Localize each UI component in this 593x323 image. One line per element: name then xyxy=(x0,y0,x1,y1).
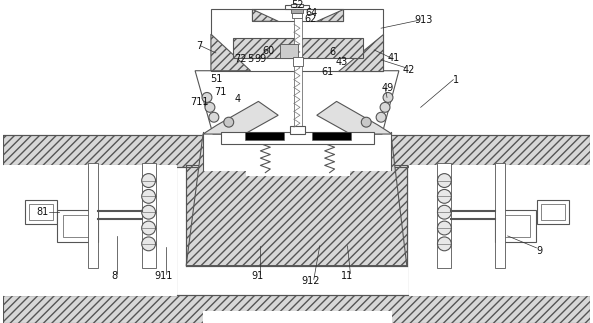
Circle shape xyxy=(142,237,155,251)
Bar xyxy=(294,18,302,132)
Text: 11: 11 xyxy=(342,271,353,280)
Text: 64: 64 xyxy=(306,8,318,18)
Polygon shape xyxy=(195,71,399,134)
Text: 9: 9 xyxy=(536,246,543,256)
Text: 62: 62 xyxy=(305,14,317,24)
Polygon shape xyxy=(211,34,250,71)
Bar xyxy=(495,210,537,242)
Circle shape xyxy=(438,174,451,187)
Circle shape xyxy=(438,190,451,203)
Bar xyxy=(62,215,93,237)
Text: 71: 71 xyxy=(215,87,227,97)
Polygon shape xyxy=(317,101,392,134)
Bar xyxy=(290,126,305,134)
Bar xyxy=(142,163,155,267)
Text: 4: 4 xyxy=(235,94,241,104)
Text: 711: 711 xyxy=(190,98,208,107)
Text: 41: 41 xyxy=(388,53,400,63)
Circle shape xyxy=(383,92,393,102)
Bar xyxy=(203,311,391,323)
Circle shape xyxy=(376,112,386,122)
Circle shape xyxy=(224,117,234,127)
Bar xyxy=(293,57,303,66)
Polygon shape xyxy=(186,165,407,266)
Bar xyxy=(232,38,364,58)
Text: 912: 912 xyxy=(302,276,320,287)
Text: 72: 72 xyxy=(234,54,247,64)
Text: 52: 52 xyxy=(291,0,303,10)
Polygon shape xyxy=(186,134,407,266)
Bar xyxy=(537,200,569,224)
Text: 43: 43 xyxy=(336,57,347,67)
Bar xyxy=(3,295,590,323)
Circle shape xyxy=(142,205,155,219)
Text: 81: 81 xyxy=(37,207,49,217)
Bar xyxy=(409,165,590,295)
Bar xyxy=(246,137,349,175)
Text: 8: 8 xyxy=(111,271,117,280)
Polygon shape xyxy=(203,101,278,134)
Text: 99: 99 xyxy=(254,54,266,64)
Text: 60: 60 xyxy=(262,46,275,56)
Circle shape xyxy=(438,205,451,219)
Polygon shape xyxy=(316,9,343,21)
Bar xyxy=(292,13,302,18)
Bar xyxy=(88,163,98,267)
Bar xyxy=(500,215,531,237)
Circle shape xyxy=(361,117,371,127)
Polygon shape xyxy=(409,165,590,295)
Circle shape xyxy=(209,112,219,122)
Text: 61: 61 xyxy=(321,67,334,77)
Text: 1: 1 xyxy=(453,75,460,85)
Text: 913: 913 xyxy=(415,15,433,25)
Bar xyxy=(3,165,176,295)
Text: 51: 51 xyxy=(211,74,223,84)
Circle shape xyxy=(202,92,212,102)
Circle shape xyxy=(142,190,155,203)
Bar xyxy=(291,5,303,7)
Polygon shape xyxy=(253,9,278,21)
Circle shape xyxy=(142,174,155,187)
Bar xyxy=(495,163,505,267)
Text: 91: 91 xyxy=(251,271,263,280)
Bar xyxy=(280,44,298,58)
Bar xyxy=(244,132,284,140)
Text: 49: 49 xyxy=(382,83,394,93)
Text: 5: 5 xyxy=(247,54,254,64)
Circle shape xyxy=(438,237,451,251)
Bar xyxy=(312,132,352,140)
Text: 42: 42 xyxy=(403,65,415,75)
Bar xyxy=(56,210,98,242)
Text: 911: 911 xyxy=(154,271,173,280)
Bar xyxy=(221,132,374,144)
Polygon shape xyxy=(3,165,176,295)
Bar xyxy=(541,204,565,220)
Bar xyxy=(211,9,383,71)
Circle shape xyxy=(380,102,390,112)
Circle shape xyxy=(142,221,155,235)
Bar xyxy=(253,9,343,21)
Circle shape xyxy=(205,102,215,112)
Circle shape xyxy=(438,221,451,235)
Bar xyxy=(29,204,53,220)
Bar xyxy=(25,200,56,224)
Text: 6: 6 xyxy=(330,47,336,57)
Bar xyxy=(438,163,451,267)
Bar xyxy=(3,135,590,167)
Polygon shape xyxy=(337,34,383,71)
Bar xyxy=(291,9,303,13)
Bar xyxy=(203,132,391,170)
Text: 7: 7 xyxy=(196,41,202,51)
Bar xyxy=(285,5,309,9)
